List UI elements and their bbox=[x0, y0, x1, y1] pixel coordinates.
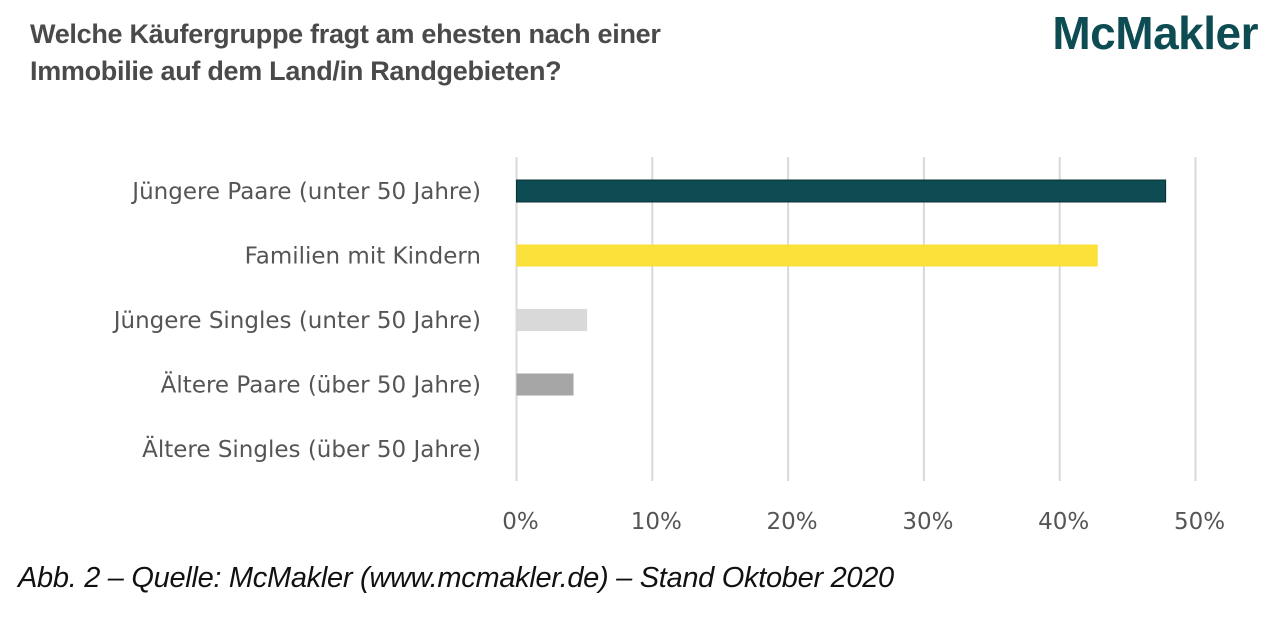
bars bbox=[516, 179, 1167, 396]
bar bbox=[516, 244, 1098, 267]
bar bbox=[516, 309, 588, 331]
category-label: Ältere Paare (über 50 Jahre) bbox=[161, 371, 481, 399]
category-labels: Jüngere Paare (unter 50 Jahre) Familien m… bbox=[112, 179, 481, 463]
title-line-2: Immobilie auf dem Land/in Randgebieten? bbox=[30, 56, 562, 86]
x-tick-label: 40% bbox=[1038, 509, 1089, 535]
source-caption: Abb. 2 – Quelle: McMakler (www.mcmakler.… bbox=[18, 562, 894, 594]
bar bbox=[516, 179, 1167, 203]
category-label: Familien mit Kindern bbox=[245, 244, 481, 270]
mcmakler-logo: McMakler bbox=[1052, 7, 1258, 59]
category-label: Jüngere Singles (unter 50 Jahre) bbox=[112, 308, 481, 334]
gridlines bbox=[515, 157, 1197, 481]
category-label: Ältere Singles (über 50 Jahre) bbox=[142, 435, 481, 463]
x-axis-ticks: 0% 10% 20% 30% 40% 50% bbox=[502, 509, 1225, 535]
x-tick-label: 0% bbox=[502, 509, 539, 535]
chart-title: Welche Käufergruppe fragt am ehesten nac… bbox=[30, 16, 661, 90]
x-tick-label: 20% bbox=[767, 509, 818, 535]
x-tick-label: 50% bbox=[1174, 509, 1225, 535]
x-tick-label: 30% bbox=[902, 509, 953, 535]
x-tick-label: 10% bbox=[631, 509, 682, 535]
category-label: Jüngere Paare (unter 50 Jahre) bbox=[130, 179, 481, 205]
title-line-1: Welche Käufergruppe fragt am ehesten nac… bbox=[30, 19, 661, 49]
bar bbox=[516, 373, 574, 396]
